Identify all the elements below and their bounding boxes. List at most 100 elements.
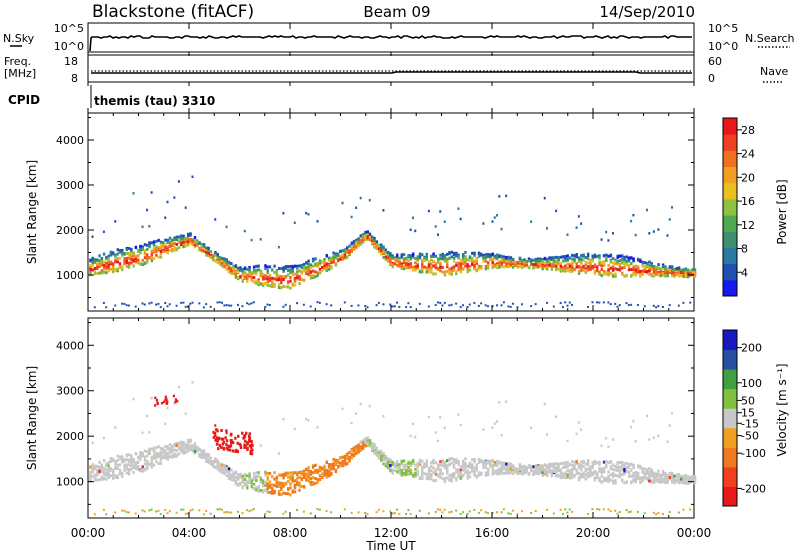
velocity-data-point xyxy=(511,509,514,512)
velocity-data-point xyxy=(543,463,547,467)
velocity-data-point xyxy=(221,463,224,467)
power-data-point xyxy=(341,257,344,261)
power-data-point xyxy=(423,265,426,269)
velocity-data-point xyxy=(289,471,292,475)
velocity-data-point xyxy=(577,476,581,480)
velocity-data-point xyxy=(664,476,667,480)
power-data-point xyxy=(605,230,608,234)
velocity-data-point xyxy=(212,435,216,439)
power-data-point xyxy=(443,301,446,304)
power-data-point xyxy=(132,192,135,195)
power-data-point xyxy=(239,266,242,270)
velocity-data-point xyxy=(105,477,108,481)
power-data-point xyxy=(652,230,655,233)
power-data-point xyxy=(332,258,335,262)
power-data-point xyxy=(296,273,299,277)
power-data-point xyxy=(364,230,367,234)
power-data-point xyxy=(498,265,501,269)
power-data-point xyxy=(155,253,158,257)
power-data-point xyxy=(416,258,419,262)
power-data-point xyxy=(109,262,113,266)
velocity-data-point xyxy=(143,449,147,453)
velocity-data-point xyxy=(114,459,117,463)
velocity-data-point xyxy=(305,473,308,477)
velocity-data-point xyxy=(405,464,408,468)
power-data-point xyxy=(464,258,467,262)
power-data-point xyxy=(671,270,674,274)
power-data-point xyxy=(384,251,388,255)
velocity-data-point xyxy=(382,451,385,455)
power-data-point xyxy=(646,262,649,266)
power-data-point xyxy=(127,261,131,265)
velocity-data-point xyxy=(416,469,419,473)
velocity-data-point xyxy=(105,462,108,466)
power-data-point xyxy=(661,267,665,271)
power-data-point xyxy=(548,257,551,261)
power-data-point xyxy=(225,260,229,264)
power-data-point xyxy=(527,266,531,270)
power-data-point xyxy=(152,247,156,251)
power-data-point xyxy=(446,269,449,273)
velocity-data-point xyxy=(611,438,614,441)
velocity-data-point xyxy=(175,511,178,514)
power-data-point xyxy=(666,274,669,278)
velocity-data-point xyxy=(257,474,260,478)
power-data-point xyxy=(121,253,124,257)
velocity-data-point xyxy=(480,472,483,476)
power-data-point xyxy=(323,260,326,264)
power-data-point xyxy=(364,233,367,237)
velocity-data-point xyxy=(307,471,310,475)
velocity-data-point xyxy=(180,440,183,444)
velocity-data-point xyxy=(314,477,317,481)
power-data-point xyxy=(105,265,108,269)
velocity-data-point xyxy=(559,468,563,472)
velocity-data-point xyxy=(461,511,464,514)
velocity-data-point xyxy=(175,441,179,445)
power-data-point xyxy=(532,263,535,267)
power-data-point xyxy=(164,243,167,247)
velocity-data-point xyxy=(280,483,283,487)
velocity-data-point xyxy=(289,482,292,486)
velocity-data-point xyxy=(632,465,635,469)
velocity-data-point xyxy=(611,471,615,475)
velocity-data-point xyxy=(191,444,194,448)
power-data-point xyxy=(493,257,497,261)
velocity-data-point xyxy=(664,471,667,475)
velocity-data-point xyxy=(564,508,567,511)
velocity-data-point xyxy=(143,462,147,466)
velocity-data-point xyxy=(664,480,667,484)
power-panel-frame xyxy=(87,112,695,312)
velocity-data-point xyxy=(496,511,499,514)
velocity-data-point xyxy=(409,472,413,476)
velocity-data-point xyxy=(616,469,619,473)
power-data-point xyxy=(443,270,447,274)
velocity-data-point xyxy=(159,452,163,456)
velocity-data-point xyxy=(611,481,615,485)
velocity-data-point xyxy=(421,459,424,463)
velocity-data-point xyxy=(486,459,490,463)
velocity-data-point xyxy=(598,479,601,483)
power-data-point xyxy=(671,268,674,272)
velocity-data-point xyxy=(384,464,388,468)
power-data-point xyxy=(241,272,244,276)
power-data-point xyxy=(461,256,465,260)
power-data-point xyxy=(555,255,558,259)
velocity-data-point xyxy=(482,462,485,466)
power-data-point xyxy=(236,275,240,279)
velocity-data-point xyxy=(532,465,535,469)
velocity-data-point xyxy=(314,463,317,467)
velocity-data-point xyxy=(457,459,460,463)
velocity-data-point xyxy=(114,462,117,466)
power-data-point xyxy=(168,303,171,306)
velocity-data-point xyxy=(580,428,583,431)
power-data-point xyxy=(209,305,212,308)
power-data-point xyxy=(618,267,622,271)
velocity-data-point xyxy=(159,458,163,462)
power-data-point xyxy=(189,241,192,245)
velocity-data-point xyxy=(425,463,428,467)
power-data-point xyxy=(627,259,631,263)
velocity-data-point xyxy=(559,471,563,475)
velocity-data-point xyxy=(455,460,458,464)
velocity-data-point xyxy=(332,464,335,468)
velocity-data-point xyxy=(382,414,385,418)
